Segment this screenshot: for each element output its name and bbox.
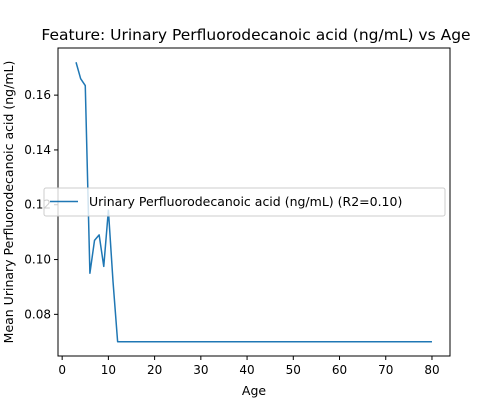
y-tick-label: 0.08 [24, 307, 51, 321]
x-tick-label: 10 [101, 363, 116, 377]
legend-box [43, 187, 446, 217]
x-tick-label: 50 [286, 363, 301, 377]
plot-area [75, 62, 432, 343]
chart-title: Feature: Urinary Perfluorodecanoic acid … [41, 26, 470, 44]
legend: Urinary Perfluorodecanoic acid (ng/mL) (… [43, 187, 446, 217]
y-tick-label: 0.14 [24, 143, 51, 157]
y-tick-label: 0.10 [24, 253, 51, 267]
y-axis-label: Mean Urinary Perfluorodecanoic acid (ng/… [1, 61, 16, 344]
x-tick-label: 0 [58, 363, 66, 377]
x-tick-label: 40 [239, 363, 254, 377]
x-tick-label: 70 [378, 363, 393, 377]
x-tick-label: 60 [332, 363, 347, 377]
y-tick-label: 0.16 [24, 88, 51, 102]
y-axis: 0.080.100.120.140.16 [24, 88, 58, 321]
x-axis-label: Age [242, 383, 266, 398]
series-line [75, 62, 432, 343]
x-tick-label: 30 [193, 363, 208, 377]
x-tick-label: 20 [147, 363, 162, 377]
legend-label: Urinary Perfluorodecanoic acid (ng/mL) (… [89, 194, 402, 209]
x-tick-label: 80 [424, 363, 439, 377]
x-axis: 0 10 20 30 40 50 60 70 80 [58, 356, 440, 377]
